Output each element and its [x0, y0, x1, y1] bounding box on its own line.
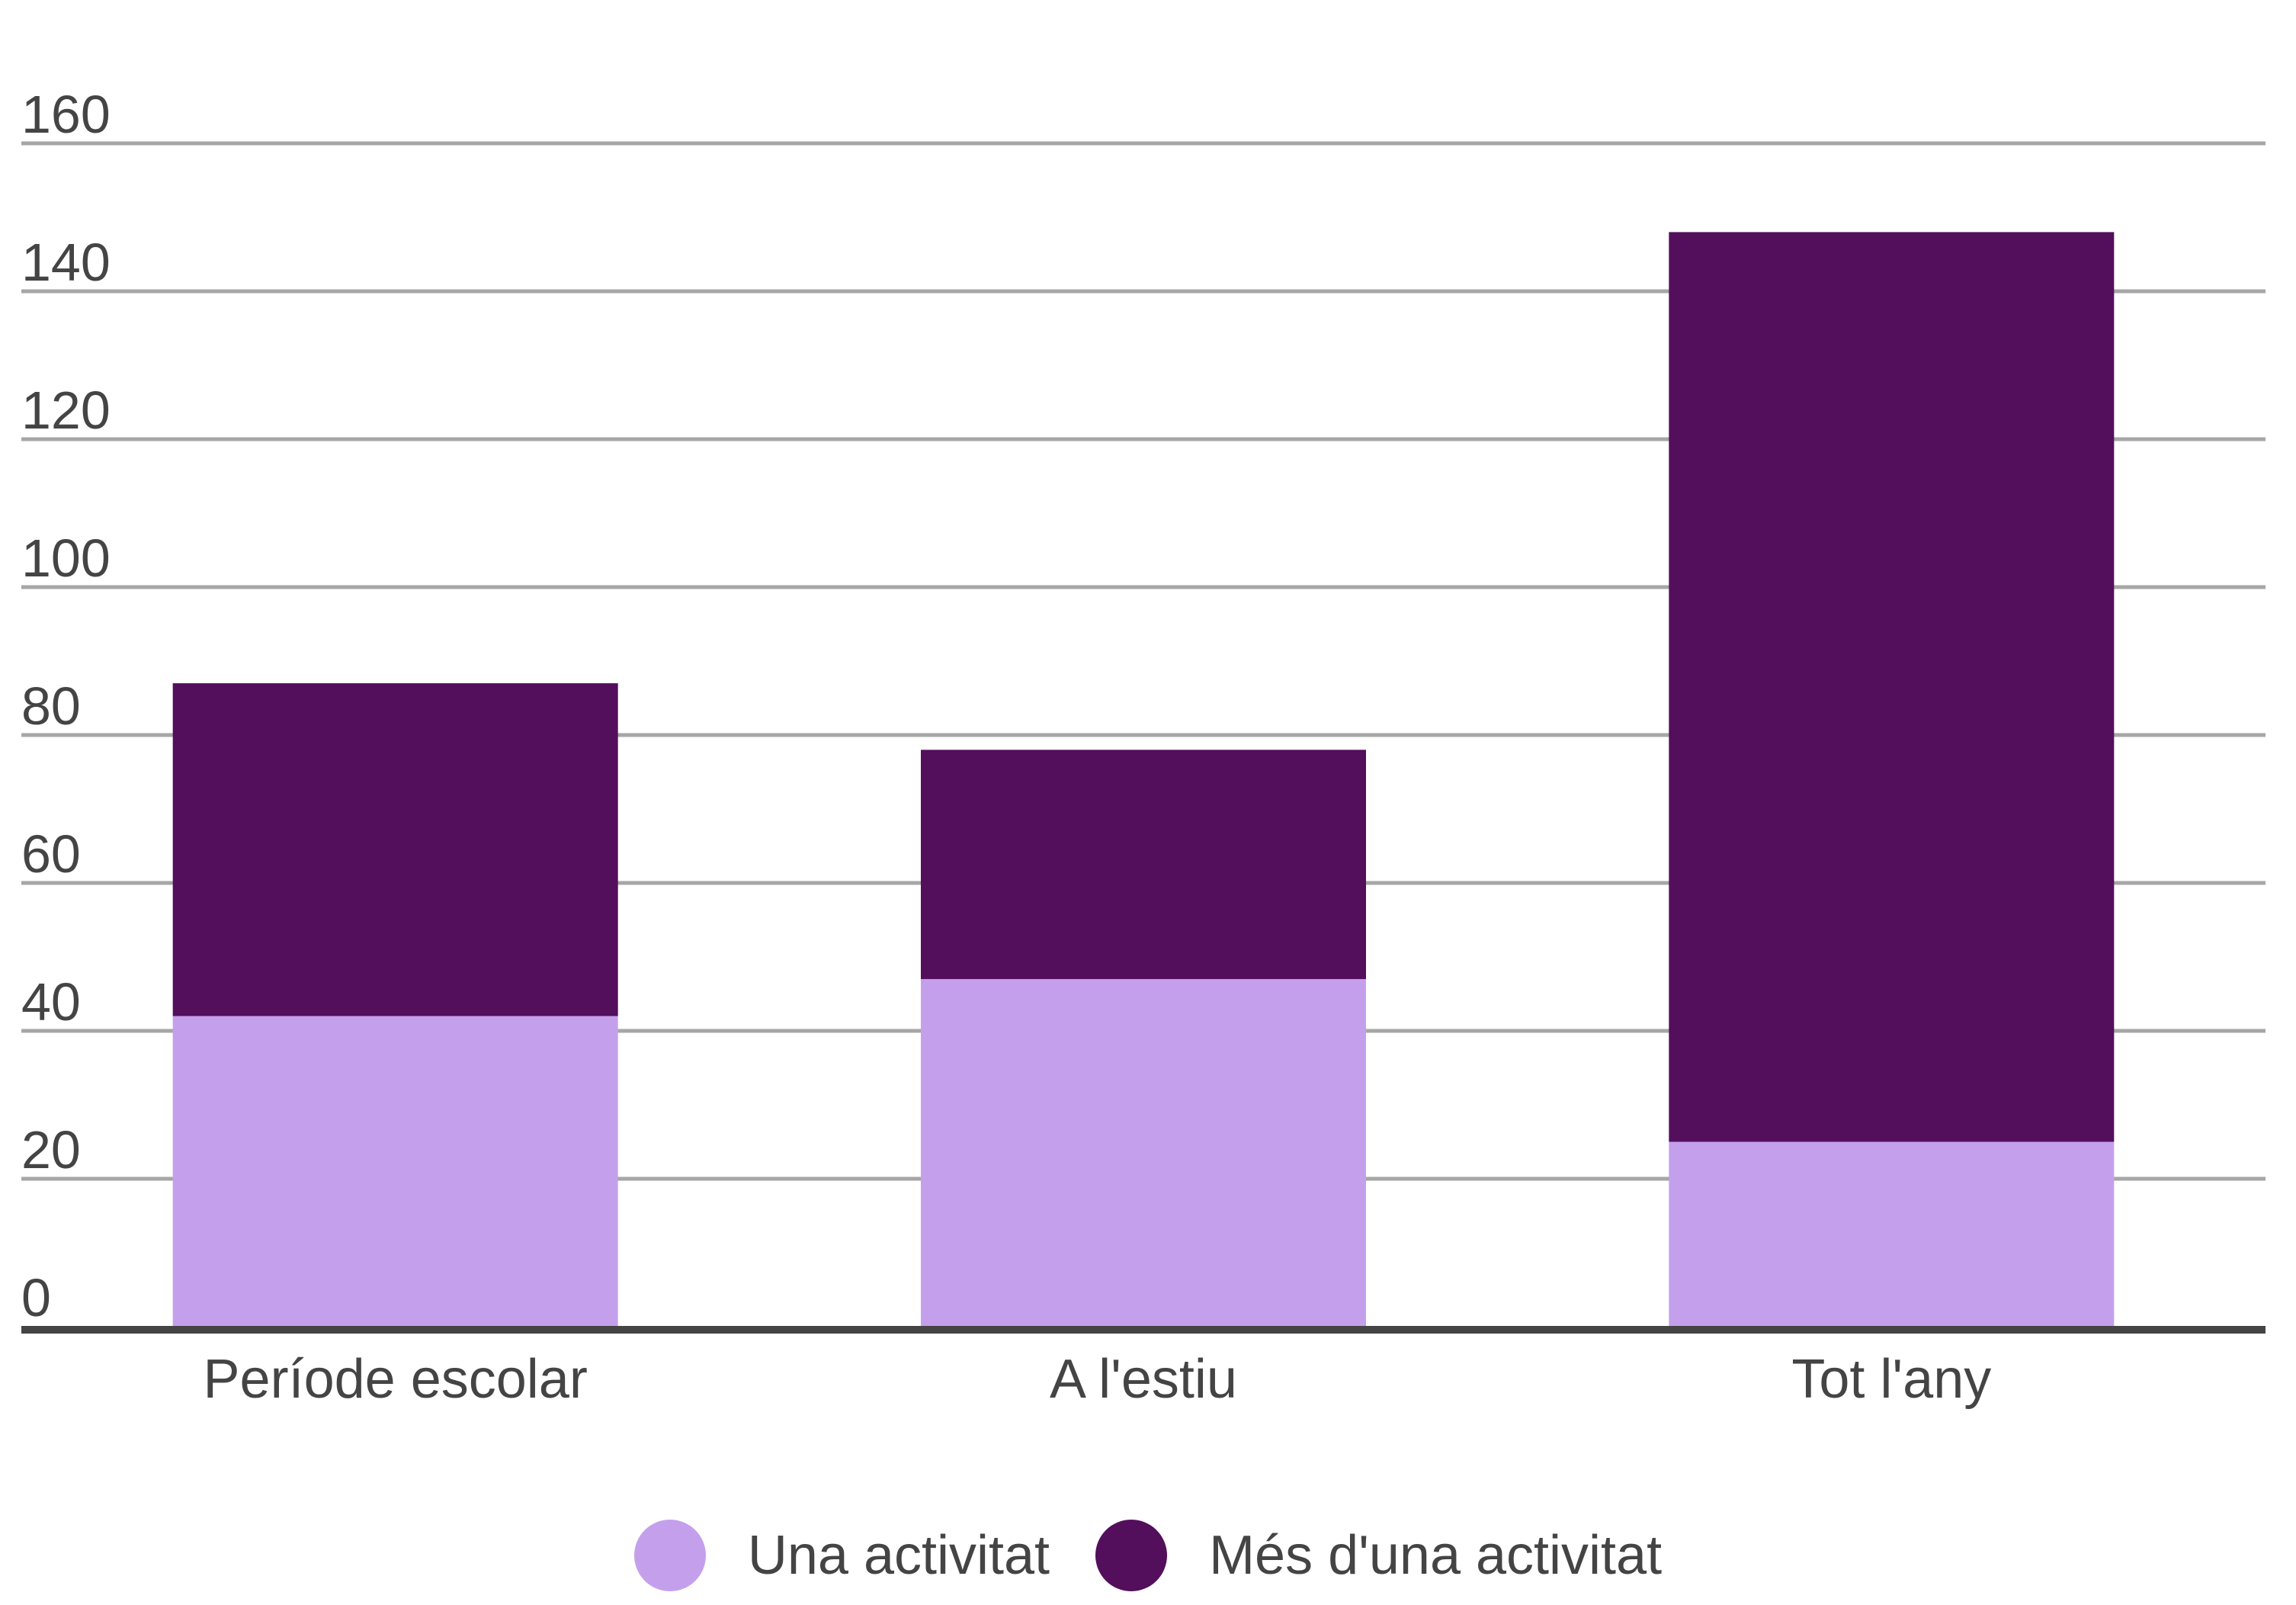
bar-1-series-0: [921, 979, 1366, 1327]
bars: [172, 232, 2115, 1327]
legend-item-mes-una-activitat: Més d'una activitat: [1095, 1520, 1662, 1591]
x-tick-label-2: Tot l'any: [1791, 1349, 1991, 1410]
y-tick-label-60: 60: [21, 824, 81, 884]
x-tick-label-1: A l'estiu: [1050, 1349, 1237, 1410]
y-tick-label-40: 40: [21, 972, 81, 1032]
bar-2-series-1: [1669, 232, 2115, 1142]
legend: Una activitat Més d'una activitat: [0, 1514, 2296, 1597]
y-tick-label-140: 140: [21, 233, 111, 292]
legend-swatch-una-activitat: [633, 1520, 706, 1591]
y-tick-label-20: 20: [21, 1120, 81, 1180]
y-axis-ticks: 0 20 40 60 80 100 120 140 160: [21, 85, 111, 1327]
y-tick-label-0: 0: [21, 1268, 51, 1327]
bar-1-series-1: [921, 750, 1366, 980]
legend-label-mes-una-activitat: Més d'una activitat: [1209, 1525, 1663, 1586]
bar-0-series-1: [172, 683, 618, 1016]
legend-item-una-activitat: Una activitat: [633, 1520, 1050, 1591]
x-tick-label-0: Període escolar: [204, 1349, 588, 1410]
y-tick-label-100: 100: [21, 528, 111, 588]
legend-swatch-mes-una-activitat: [1095, 1520, 1168, 1591]
y-tick-label-160: 160: [21, 85, 111, 144]
bar-2-series-0: [1669, 1141, 2115, 1327]
legend-label-una-activitat: Una activitat: [747, 1525, 1050, 1586]
y-tick-label-120: 120: [21, 380, 111, 440]
y-tick-label-80: 80: [21, 676, 81, 736]
x-axis-labels: Període escolar A l'estiu Tot l'any: [204, 1349, 1992, 1410]
bar-0-series-0: [172, 1016, 618, 1327]
